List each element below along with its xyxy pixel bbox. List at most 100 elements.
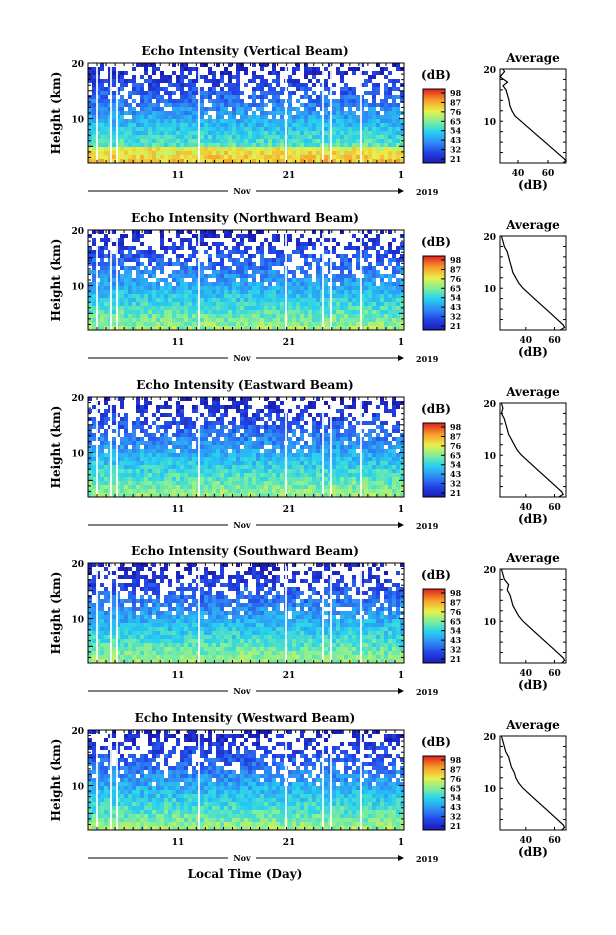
- heatmap-cell: [256, 473, 260, 477]
- heatmap-cell: [168, 79, 172, 83]
- heatmap-cell: [172, 242, 176, 246]
- heatmap-cell: [332, 274, 336, 278]
- heatmap-cell: [104, 481, 108, 485]
- heatmap-cell: [372, 270, 376, 274]
- heatmap-cell: [300, 314, 304, 318]
- heatmap-cell: [388, 286, 392, 290]
- heatmap-cell: [236, 266, 240, 270]
- heatmap-cell: [232, 314, 236, 318]
- heatmap-cell: [212, 425, 216, 429]
- heatmap-cell: [260, 95, 264, 99]
- heatmap-cell: [216, 405, 220, 409]
- heatmap-cell: [172, 441, 176, 445]
- heatmap-cell: [316, 294, 320, 298]
- heatmap-cell: [340, 103, 344, 107]
- heatmap-cell: [156, 151, 160, 155]
- heatmap-cell: [260, 306, 264, 310]
- heatmap-cell: [176, 111, 180, 115]
- heatmap-cell: [252, 318, 256, 322]
- heatmap-cell: [208, 135, 212, 139]
- heatmap-cell: [124, 290, 128, 294]
- heatmap-cell: [368, 477, 372, 481]
- heatmap-cell: [324, 469, 328, 473]
- heatmap-cell: [296, 127, 300, 131]
- heatmap-cell: [188, 99, 192, 103]
- heatmap-cell: [188, 83, 192, 87]
- heatmap-cell: [272, 111, 276, 115]
- heatmap-cell: [216, 481, 220, 485]
- heatmap-cell: [200, 115, 204, 119]
- heatmap-cell: [324, 278, 328, 282]
- heatmap-cell: [148, 250, 152, 254]
- heatmap-cell: [120, 449, 124, 453]
- heatmap-cell: [140, 234, 144, 238]
- heatmap-cell: [312, 477, 316, 481]
- heatmap-cell: [148, 123, 152, 127]
- heatmap-cell: [316, 453, 320, 457]
- heatmap-cell: [156, 262, 160, 266]
- heatmap-cell: [156, 258, 160, 262]
- heatmap-cell: [316, 115, 320, 119]
- heatmap-cell: [264, 127, 268, 131]
- heatmap-cell: [88, 290, 92, 294]
- heatmap-cell: [384, 75, 388, 79]
- heatmap-cell: [232, 99, 236, 103]
- heatmap-cell: [324, 286, 328, 290]
- heatmap-cell: [148, 131, 152, 135]
- x-axis-title: Local Time (Day): [188, 867, 303, 881]
- heatmap-cell: [384, 274, 388, 278]
- heatmap-cell: [184, 262, 188, 266]
- heatmap-cell: [384, 107, 388, 111]
- heatmap-cell: [180, 481, 184, 485]
- heatmap-cell: [336, 318, 340, 322]
- heatmap-cell: [268, 465, 272, 469]
- x-tick-label: 21: [283, 338, 296, 348]
- heatmap-cell: [160, 127, 164, 131]
- heatmap-cell: [180, 445, 184, 449]
- heatmap-cell: [256, 413, 260, 417]
- heatmap-cell: [208, 234, 212, 238]
- heatmap-cell: [396, 246, 400, 250]
- heatmap-cell: [164, 318, 168, 322]
- heatmap-cell: [316, 322, 320, 326]
- heatmap-cell: [244, 477, 248, 481]
- heatmap-cell: [356, 286, 360, 290]
- heatmap-cell: [324, 282, 328, 286]
- heatmap-cell: [340, 274, 344, 278]
- heatmap-cell: [136, 469, 140, 473]
- heatmap-cell: [140, 473, 144, 477]
- heatmap-cell: [280, 139, 284, 143]
- heatmap-cell: [224, 286, 228, 290]
- heatmap-cell: [104, 238, 108, 242]
- heatmap-cell: [200, 441, 204, 445]
- heatmap-cell: [364, 290, 368, 294]
- heatmap-cell: [280, 302, 284, 306]
- heatmap-cell: [356, 250, 360, 254]
- heatmap-cell: [356, 493, 360, 497]
- heatmap-cell: [368, 306, 372, 310]
- heatmap-cell: [248, 238, 252, 242]
- heatmap-cell: [312, 107, 316, 111]
- heatmap-cell: [160, 119, 164, 123]
- heatmap-cell: [240, 127, 244, 131]
- heatmap-cell: [168, 147, 172, 151]
- heatmap-cell: [156, 294, 160, 298]
- heatmap-cell: [292, 473, 296, 477]
- heatmap-cell: [260, 67, 264, 71]
- heatmap-cell: [216, 155, 220, 159]
- heatmap-cell: [372, 119, 376, 123]
- heatmap-cell: [308, 107, 312, 111]
- heatmap-cell: [304, 298, 308, 302]
- heatmap-cell: [224, 91, 228, 95]
- heatmap-cell: [260, 139, 264, 143]
- heatmap-cell: [140, 481, 144, 485]
- heatmap-cell: [132, 246, 136, 250]
- heatmap-cell: [380, 131, 384, 135]
- heatmap-cell: [352, 318, 356, 322]
- heatmap-cell: [364, 481, 368, 485]
- heatmap-cell: [120, 131, 124, 135]
- heatmap-cell: [240, 270, 244, 274]
- heatmap-cell: [400, 314, 404, 318]
- heatmap-cell: [192, 405, 196, 409]
- heatmap-cell: [312, 417, 316, 421]
